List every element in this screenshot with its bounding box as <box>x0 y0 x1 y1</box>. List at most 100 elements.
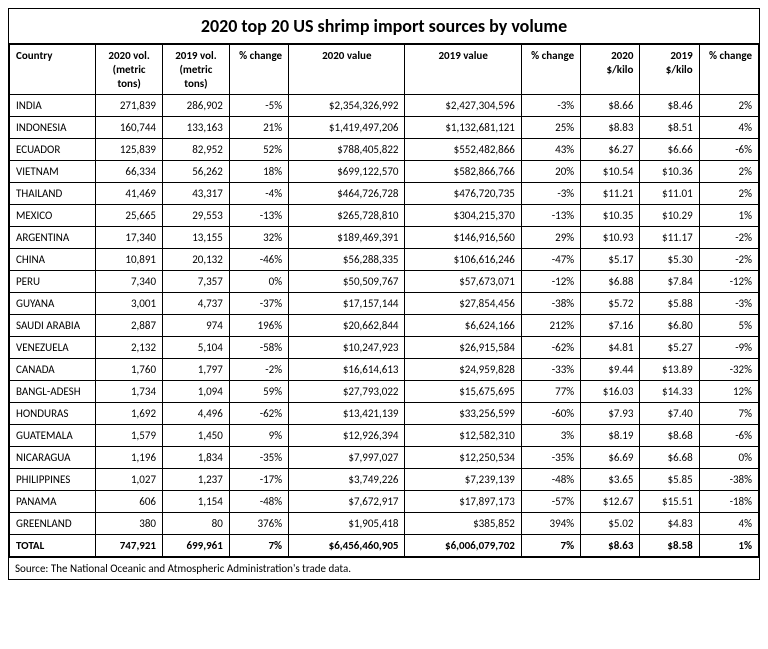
cell-value: -32% <box>699 359 758 381</box>
col-2020-vol: 2020 vol. (metric tons) <box>96 45 163 95</box>
cell-value: 3,001 <box>96 293 163 315</box>
cell-value: -58% <box>229 337 288 359</box>
cell-value: $17,897,173 <box>405 491 521 513</box>
cell-value: $5.72 <box>581 293 640 315</box>
cell-value: 1,237 <box>163 469 230 491</box>
table-row: PANAMA6061,154-48%$7,672,917$17,897,173-… <box>10 491 759 513</box>
cell-value: $11.01 <box>640 183 699 205</box>
cell-value: $17,157,144 <box>289 293 405 315</box>
cell-country: GREENLAND <box>10 513 96 535</box>
cell-value: 43,317 <box>163 183 230 205</box>
table-row: BANGL-ADESH1,7341,09459%$27,793,022$15,6… <box>10 381 759 403</box>
cell-value: -9% <box>699 337 758 359</box>
cell-value: -2% <box>699 227 758 249</box>
cell-value: $7.16 <box>581 315 640 337</box>
cell-value: $7.93 <box>581 403 640 425</box>
cell-value: -12% <box>699 271 758 293</box>
cell-value: 7% <box>699 403 758 425</box>
cell-value: $5.85 <box>640 469 699 491</box>
cell-value: 1,094 <box>163 381 230 403</box>
cell-value: $8.19 <box>581 425 640 447</box>
cell-value: 1,760 <box>96 359 163 381</box>
cell-value: $5.17 <box>581 249 640 271</box>
cell-value: $3.65 <box>581 469 640 491</box>
col-2019-vol: 2019 vol. (metric tons) <box>163 45 230 95</box>
cell-value: 4% <box>699 117 758 139</box>
cell-value: $13.89 <box>640 359 699 381</box>
cell-value: 59% <box>229 381 288 403</box>
cell-value: $5.88 <box>640 293 699 315</box>
cell-value: -4% <box>229 183 288 205</box>
cell-value: -12% <box>521 271 580 293</box>
cell-value: 747,921 <box>96 535 163 557</box>
cell-value: 196% <box>229 315 288 337</box>
cell-value: $5.02 <box>581 513 640 535</box>
cell-value: 25,665 <box>96 205 163 227</box>
cell-value: 1,450 <box>163 425 230 447</box>
cell-value: $9.44 <box>581 359 640 381</box>
cell-value: $6.69 <box>581 447 640 469</box>
cell-value: $10.35 <box>581 205 640 227</box>
table-row: INDIA271,839286,902-5%$2,354,326,992$2,4… <box>10 95 759 117</box>
cell-value: 5,104 <box>163 337 230 359</box>
cell-value: -60% <box>521 403 580 425</box>
cell-value: 212% <box>521 315 580 337</box>
cell-value: 18% <box>229 161 288 183</box>
cell-value: 606 <box>96 491 163 513</box>
cell-country: TOTAL <box>10 535 96 557</box>
cell-value: -17% <box>229 469 288 491</box>
cell-value: $265,728,810 <box>289 205 405 227</box>
cell-value: $8.66 <box>581 95 640 117</box>
cell-value: 699,961 <box>163 535 230 557</box>
cell-value: $7,672,917 <box>289 491 405 513</box>
cell-value: $3,749,226 <box>289 469 405 491</box>
cell-value: $16.03 <box>581 381 640 403</box>
cell-value: $7.40 <box>640 403 699 425</box>
cell-country: ARGENTINA <box>10 227 96 249</box>
cell-country: GUATEMALA <box>10 425 96 447</box>
cell-value: 394% <box>521 513 580 535</box>
cell-value: $1,132,681,121 <box>405 117 521 139</box>
cell-value: $7,239,139 <box>405 469 521 491</box>
cell-country: PANAMA <box>10 491 96 513</box>
table-title: 2020 top 20 US shrimp import sources by … <box>9 9 759 44</box>
cell-value: $699,122,570 <box>289 161 405 183</box>
cell-value: 29% <box>521 227 580 249</box>
cell-value: $5.30 <box>640 249 699 271</box>
cell-value: 1,692 <box>96 403 163 425</box>
cell-value: $5.27 <box>640 337 699 359</box>
table-row: VIETNAM66,33456,26218%$699,122,570$582,8… <box>10 161 759 183</box>
cell-value: $10.29 <box>640 205 699 227</box>
cell-value: $8.51 <box>640 117 699 139</box>
col-2019-pk: 2019 $/kilo <box>640 45 699 95</box>
cell-value: 125,839 <box>96 139 163 161</box>
cell-value: 77% <box>521 381 580 403</box>
cell-value: $24,959,828 <box>405 359 521 381</box>
cell-value: $15.51 <box>640 491 699 513</box>
cell-value: 1,154 <box>163 491 230 513</box>
cell-value: 32% <box>229 227 288 249</box>
cell-value: 29,553 <box>163 205 230 227</box>
cell-value: $6.68 <box>640 447 699 469</box>
cell-value: $304,215,370 <box>405 205 521 227</box>
cell-value: 286,902 <box>163 95 230 117</box>
cell-value: 56,262 <box>163 161 230 183</box>
cell-value: 4% <box>699 513 758 535</box>
cell-value: $57,673,071 <box>405 271 521 293</box>
cell-country: THAILAND <box>10 183 96 205</box>
cell-value: $7,997,027 <box>289 447 405 469</box>
cell-value: -33% <box>521 359 580 381</box>
cell-value: $552,482,866 <box>405 139 521 161</box>
cell-value: $50,509,767 <box>289 271 405 293</box>
col-value-pct: % change <box>521 45 580 95</box>
cell-value: $10,247,923 <box>289 337 405 359</box>
table-row: CANADA1,7601,797-2%$16,614,613$24,959,82… <box>10 359 759 381</box>
cell-value: 43% <box>521 139 580 161</box>
data-table: Country 2020 vol. (metric tons) 2019 vol… <box>9 44 759 557</box>
cell-value: 25% <box>521 117 580 139</box>
table-row: THAILAND41,46943,317-4%$464,726,728$476,… <box>10 183 759 205</box>
table-row: ECUADOR125,83982,95252%$788,405,822$552,… <box>10 139 759 161</box>
cell-value: 12% <box>699 381 758 403</box>
col-pk-pct: % change <box>699 45 758 95</box>
cell-value: 9% <box>229 425 288 447</box>
